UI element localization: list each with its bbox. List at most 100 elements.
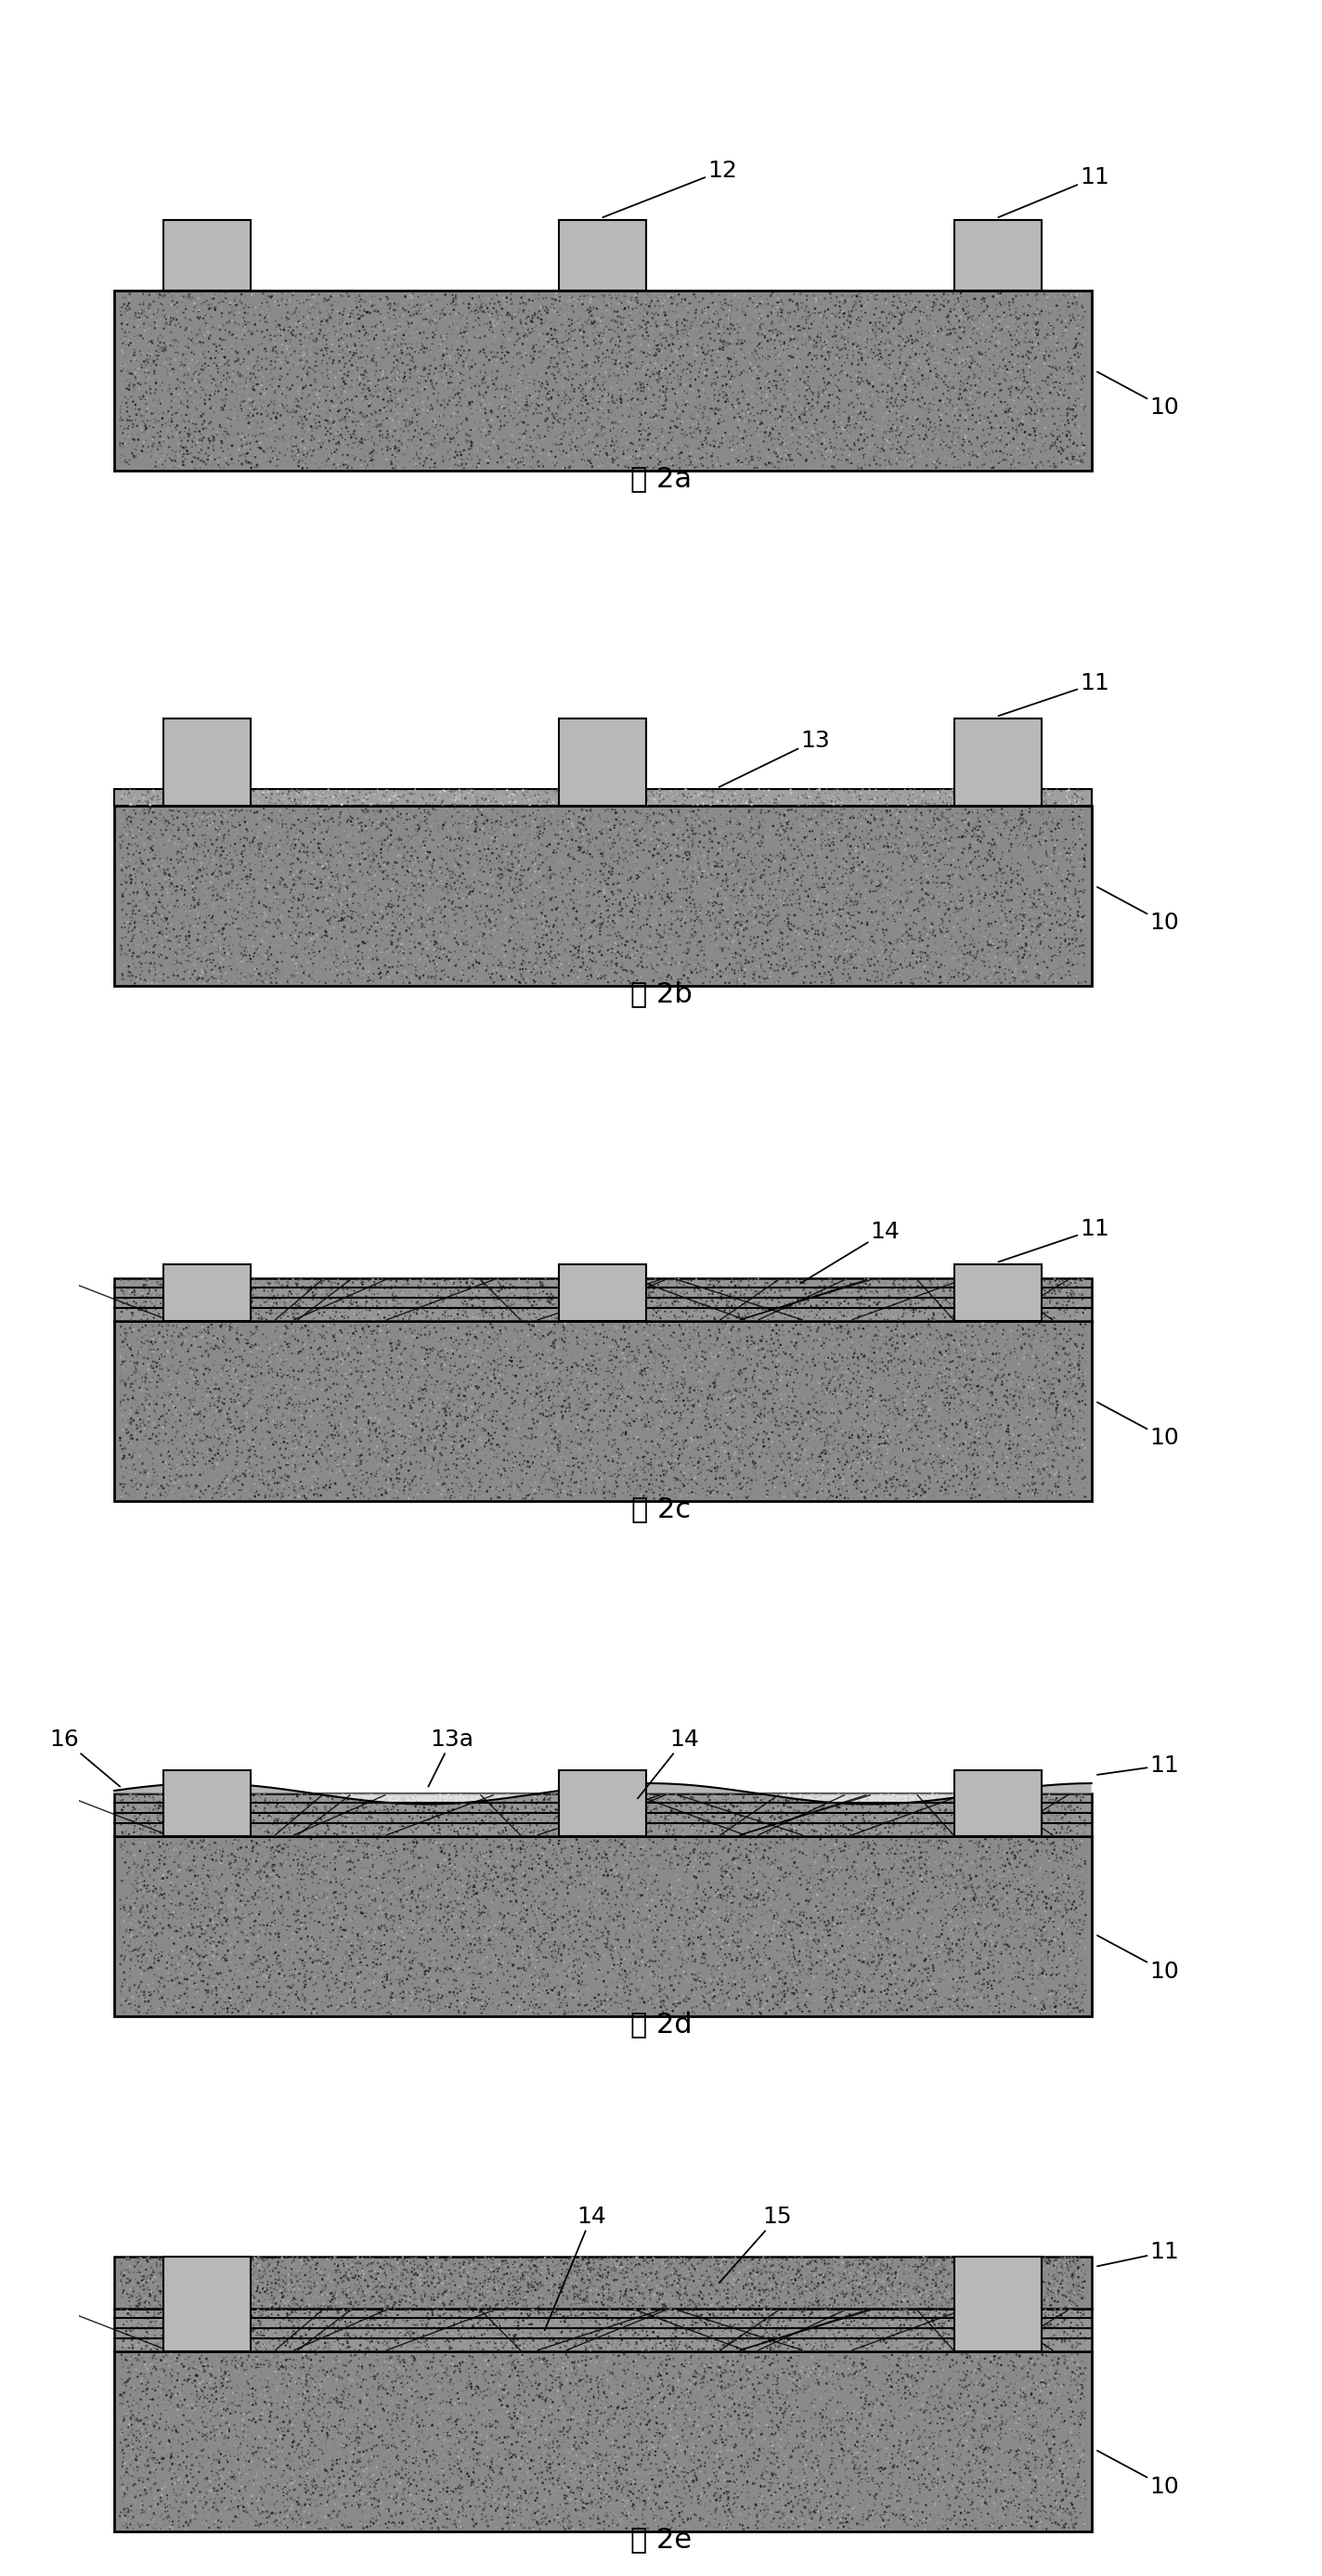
- Point: [1068, 1989, 1089, 2030]
- Point: [175, 1929, 196, 1971]
- Point: [859, 2241, 880, 2282]
- Point: [849, 1455, 870, 1497]
- Point: [731, 845, 752, 886]
- Point: [890, 379, 911, 420]
- Point: [275, 283, 296, 325]
- Point: [646, 433, 668, 474]
- Point: [821, 1850, 842, 1891]
- Point: [867, 1989, 888, 2030]
- Point: [110, 1419, 131, 1461]
- Point: [317, 1893, 338, 1935]
- Point: [408, 2470, 430, 2512]
- Point: [743, 1448, 764, 1489]
- Point: [582, 1280, 603, 1321]
- Point: [898, 2316, 919, 2357]
- Point: [1030, 922, 1051, 963]
- Point: [805, 2396, 826, 2437]
- Point: [859, 889, 880, 930]
- Point: [243, 2241, 264, 2282]
- Point: [352, 938, 373, 979]
- Point: [838, 940, 859, 981]
- Point: [646, 2501, 668, 2543]
- Point: [916, 927, 937, 969]
- Point: [554, 1388, 575, 1430]
- Point: [993, 2236, 1014, 2277]
- Point: [271, 278, 292, 319]
- Point: [525, 842, 546, 884]
- Point: [691, 845, 713, 886]
- Point: [423, 312, 444, 353]
- Point: [1054, 2318, 1075, 2360]
- Point: [699, 2262, 720, 2303]
- Point: [832, 2439, 853, 2481]
- Point: [841, 1417, 862, 1458]
- Point: [1017, 2267, 1038, 2308]
- Point: [990, 1275, 1011, 1316]
- Point: [328, 1783, 349, 1824]
- Point: [908, 363, 929, 404]
- Point: [238, 706, 259, 747]
- Point: [944, 1383, 965, 1425]
- Point: [571, 2324, 592, 2365]
- Point: [145, 1463, 167, 1504]
- Point: [564, 1785, 586, 1826]
- Point: [246, 2354, 267, 2396]
- Point: [562, 853, 583, 894]
- Point: [862, 917, 883, 958]
- Point: [139, 2452, 160, 2494]
- Point: [473, 930, 494, 971]
- Point: [697, 1394, 718, 1435]
- Bar: [164, 219, 251, 291]
- Point: [171, 1278, 192, 1319]
- Point: [304, 368, 325, 410]
- Point: [1029, 1873, 1050, 1914]
- Point: [505, 935, 526, 976]
- Point: [547, 778, 568, 819]
- Point: [337, 1378, 358, 1419]
- Point: [698, 953, 719, 994]
- Point: [586, 368, 607, 410]
- Point: [808, 281, 829, 322]
- Point: [112, 1381, 134, 1422]
- Point: [846, 374, 867, 415]
- Point: [446, 2272, 467, 2313]
- Point: [227, 876, 249, 917]
- Point: [609, 1855, 631, 1896]
- Point: [496, 1839, 517, 1880]
- Point: [1046, 902, 1067, 943]
- Point: [771, 935, 792, 976]
- Point: [1011, 2347, 1032, 2388]
- Point: [513, 866, 534, 907]
- Point: [547, 1899, 568, 1940]
- Point: [241, 850, 262, 891]
- Point: [333, 1960, 354, 2002]
- Point: [227, 412, 249, 453]
- Point: [408, 1935, 430, 1976]
- Point: [167, 845, 188, 886]
- Point: [775, 1267, 796, 1309]
- Point: [406, 2308, 427, 2349]
- Point: [501, 1984, 522, 2025]
- Point: [542, 1296, 563, 1337]
- Point: [465, 350, 486, 392]
- Point: [962, 2450, 984, 2491]
- Point: [492, 1826, 513, 1868]
- Point: [968, 1425, 989, 1466]
- Point: [611, 2452, 632, 2494]
- Point: [353, 2329, 374, 2370]
- Point: [845, 878, 866, 920]
- Point: [346, 368, 368, 410]
- Point: [333, 1826, 354, 1868]
- Point: [777, 1358, 798, 1399]
- Point: [436, 873, 457, 914]
- Point: [863, 933, 884, 974]
- Point: [826, 1311, 847, 1352]
- Point: [866, 1476, 887, 1517]
- Point: [875, 1909, 896, 1950]
- Point: [853, 1919, 874, 1960]
- Point: [1067, 1814, 1088, 1855]
- Point: [558, 214, 579, 255]
- Point: [562, 961, 583, 1002]
- Point: [613, 2494, 635, 2535]
- Point: [801, 392, 822, 433]
